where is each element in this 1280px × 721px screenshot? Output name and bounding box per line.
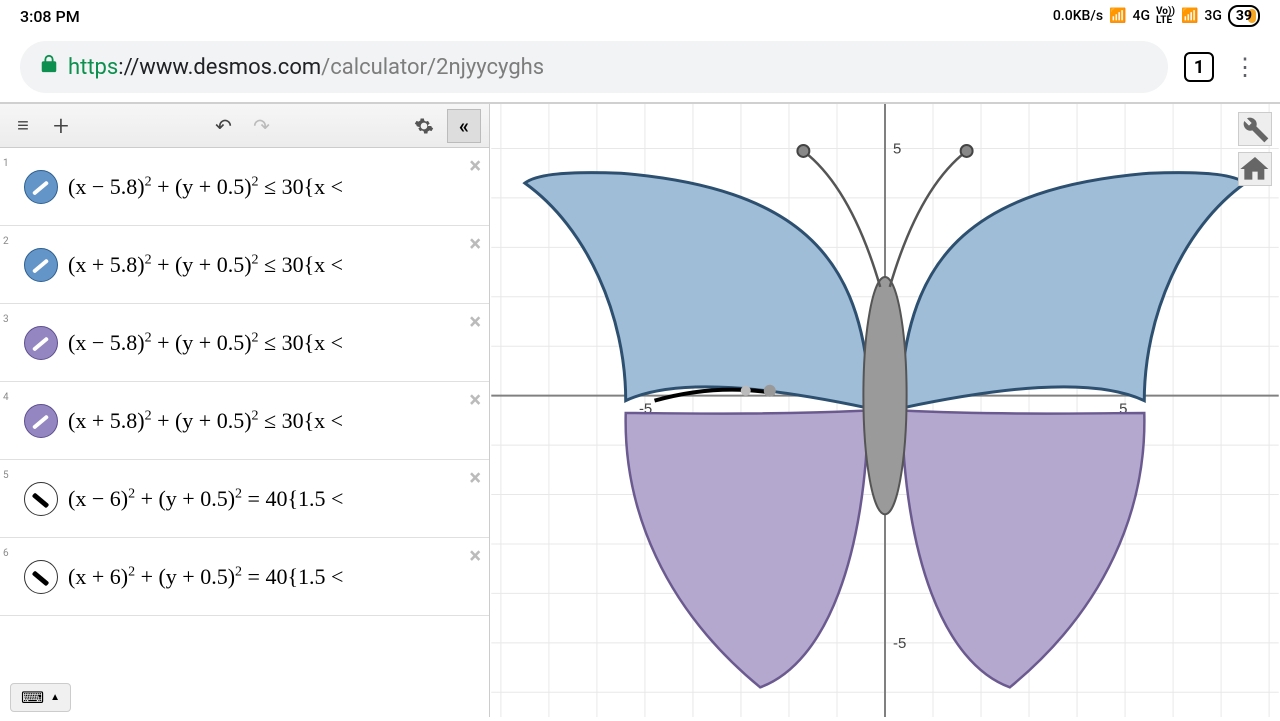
more-menu-button[interactable]: ⋮ [1230,53,1260,81]
expression-latex[interactable]: (x + 6)2 + (y + 0.5)2 = 40{1.5 < [68,564,481,590]
signal-icon-2: 📶 [1181,8,1198,24]
expression-number: 4 [0,390,14,403]
expression-latex[interactable]: (x + 5.8)2 + (y + 0.5)2 ≤ 30{x < [68,252,481,278]
signal-icon: 📶 [1109,8,1126,24]
collapse-sidebar-button[interactable]: « [447,109,481,143]
close-icon[interactable]: × [469,310,481,335]
url-bar[interactable]: https://www.desmos.com/calculator/2njyyc… [20,41,1168,93]
battery-indicator: 39 [1228,5,1260,27]
graph-area[interactable]: -55-55 [490,104,1280,717]
undo-icon[interactable]: ↶ [209,111,239,141]
expression-color-icon[interactable] [24,482,58,516]
expression-latex[interactable]: (x − 5.8)2 + (y + 0.5)2 ≤ 30{x < [68,330,481,356]
expression-color-icon[interactable] [24,560,58,594]
toolbar: ≡ + ↶ ↷ « [0,104,489,148]
net-speed: 0.0KB/s [1053,8,1103,24]
chevron-up-icon: ▲ [50,692,60,703]
expression-number: 3 [0,312,14,325]
expression-row[interactable]: 5 (x − 6)2 + (y + 0.5)2 = 40{1.5 < × [0,460,489,538]
expression-row[interactable]: 2 (x + 5.8)2 + (y + 0.5)2 ≤ 30{x < × [0,226,489,304]
sidebar: ≡ + ↶ ↷ « 1 (x − 5.8)2 + (y + 0.5)2 ≤ 30… [0,104,490,717]
expression-latex[interactable]: (x − 5.8)2 + (y + 0.5)2 ≤ 30{x < [68,174,481,200]
expression-latex[interactable]: (x + 5.8)2 + (y + 0.5)2 ≤ 30{x < [68,408,481,434]
net1-label: 4G [1133,8,1151,24]
keyboard-icon: ⌨ [21,688,44,707]
close-icon[interactable]: × [469,544,481,569]
expression-row[interactable]: 6 (x + 6)2 + (y + 0.5)2 = 40{1.5 < × [0,538,489,616]
graph-canvas[interactable]: -55-55 [490,104,1280,717]
expression-color-icon[interactable] [24,170,58,204]
status-bar: 3:08 PM 0.0KB/s 📶 4G Vo))LTE 📶 3G 39 [0,0,1280,32]
expression-color-icon[interactable] [24,326,58,360]
expression-row[interactable]: 1 (x − 5.8)2 + (y + 0.5)2 ≤ 30{x < × [0,148,489,226]
menu-icon[interactable]: ≡ [8,111,38,141]
expression-row[interactable]: 3 (x − 5.8)2 + (y + 0.5)2 ≤ 30{x < × [0,304,489,382]
keyboard-toggle[interactable]: ⌨ ▲ [10,683,71,712]
browser-bar: https://www.desmos.com/calculator/2njyyc… [0,32,1280,102]
svg-text:-5: -5 [893,635,906,652]
svg-text:5: 5 [893,140,901,157]
expression-number: 1 [0,156,14,169]
expression-color-icon[interactable] [24,404,58,438]
expression-number: 2 [0,234,14,247]
net2-label: 3G [1204,8,1222,24]
url-text: https://www.desmos.com/calculator/2njyyc… [68,55,544,80]
status-right: 0.0KB/s 📶 4G Vo))LTE 📶 3G 39 [1053,5,1260,27]
status-time: 3:08 PM [20,7,80,26]
close-icon[interactable]: × [469,232,481,257]
expression-latex[interactable]: (x − 6)2 + (y + 0.5)2 = 40{1.5 < [68,486,481,512]
gear-icon[interactable] [409,111,439,141]
close-icon[interactable]: × [469,388,481,413]
lock-icon [40,54,58,80]
home-icon[interactable] [1238,152,1272,186]
expression-list: 1 (x − 5.8)2 + (y + 0.5)2 ≤ 30{x < × 2 (… [0,148,489,717]
close-icon[interactable]: × [469,466,481,491]
expression-color-icon[interactable] [24,248,58,282]
close-icon[interactable]: × [469,154,481,179]
volte-label: Vo))LTE [1156,7,1175,25]
redo-icon[interactable]: ↷ [247,111,277,141]
expression-number: 5 [0,468,14,481]
graph-tools [1238,112,1272,186]
tab-count-button[interactable]: 1 [1184,52,1214,82]
expression-number: 6 [0,546,14,559]
expression-row[interactable]: 4 (x + 5.8)2 + (y + 0.5)2 ≤ 30{x < × [0,382,489,460]
app-container: ≡ + ↶ ↷ « 1 (x − 5.8)2 + (y + 0.5)2 ≤ 30… [0,102,1280,717]
add-button[interactable]: + [46,111,76,141]
wrench-icon[interactable] [1238,112,1272,146]
